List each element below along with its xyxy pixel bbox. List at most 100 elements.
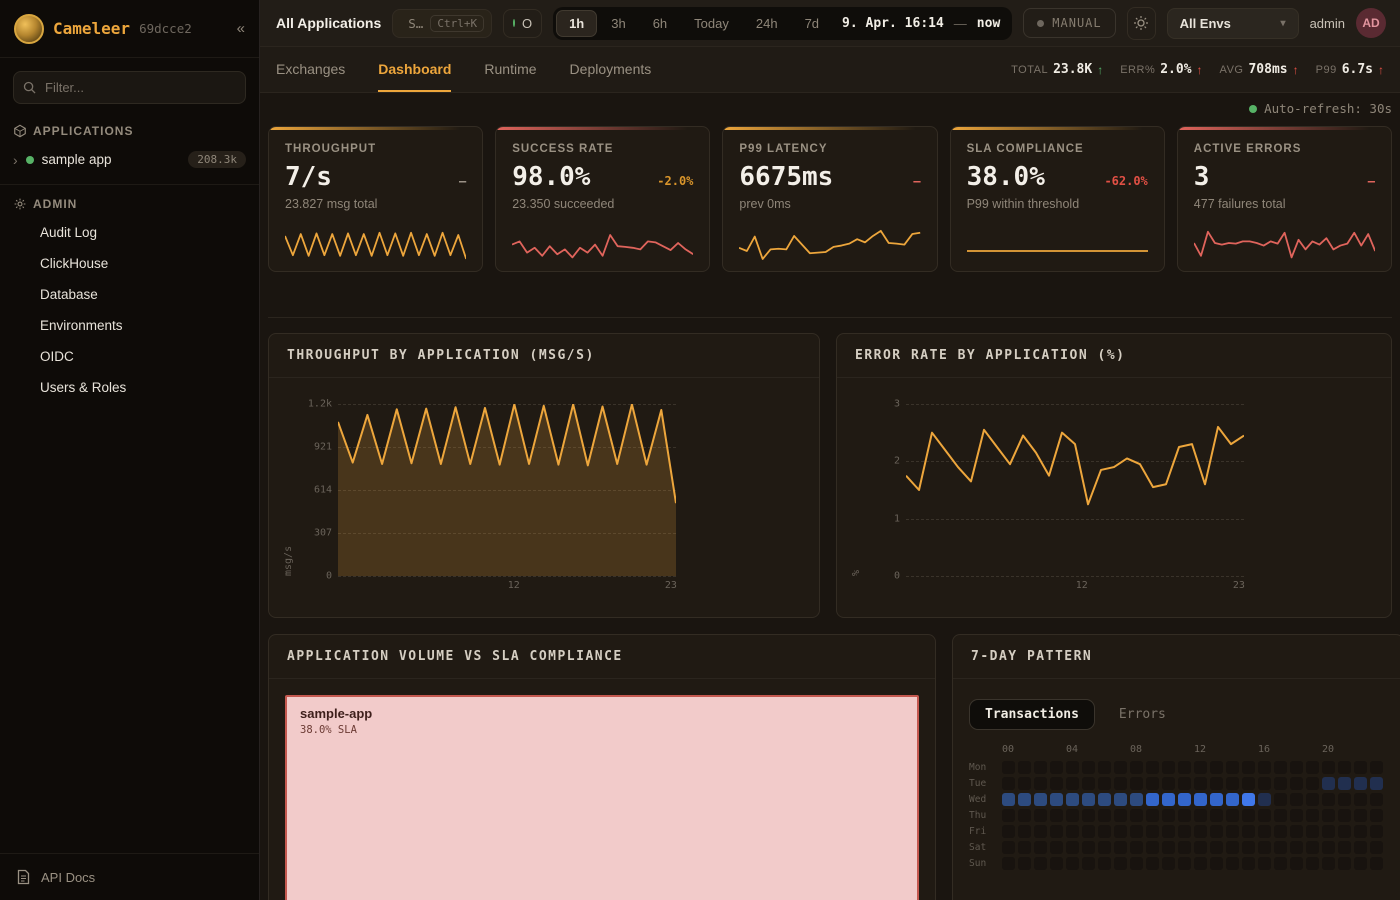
y-tick-label: 1.2k bbox=[307, 398, 332, 410]
range-button-3h[interactable]: 3h bbox=[611, 15, 626, 31]
date-range-to[interactable]: now bbox=[976, 15, 1001, 31]
heatmap-cell bbox=[1274, 777, 1287, 790]
heatmap-hour-label bbox=[1210, 744, 1223, 758]
sidebar-item-database[interactable]: Database bbox=[40, 287, 98, 302]
sidebar-item-users-roles[interactable]: Users & Roles bbox=[40, 380, 127, 395]
sidebar-item-sample-app[interactable]: › sample app 208.3k bbox=[0, 144, 259, 175]
auto-refresh-label: Auto-refresh: 30s bbox=[1264, 101, 1392, 116]
filter-container bbox=[13, 71, 246, 104]
connection-status-button[interactable]: O bbox=[502, 8, 543, 38]
heatmap-day-label: Wed bbox=[969, 794, 987, 805]
sidebar-item-environments[interactable]: Environments bbox=[40, 318, 123, 333]
sidebar-item-api-docs[interactable]: API Docs bbox=[0, 853, 259, 900]
kpi-value-row: 98.0% -2.0% bbox=[512, 162, 693, 192]
stat-avg: AVG 708ms ↑ bbox=[1220, 62, 1299, 77]
error-rate-plot bbox=[906, 404, 1244, 577]
kpi-label: THROUGHPUT bbox=[285, 143, 377, 155]
treemap-cell-sample-app[interactable]: sample-app 38.0% SLA bbox=[285, 695, 919, 900]
heatmap-cell bbox=[1242, 825, 1255, 838]
kpi-label: ACTIVE ERRORS bbox=[1193, 143, 1302, 155]
heatmap-cell bbox=[1018, 777, 1031, 790]
heatmap-cell bbox=[1210, 777, 1223, 790]
sidebar-item-audit-log[interactable]: Audit Log bbox=[40, 225, 98, 240]
heatmap-cell bbox=[1306, 857, 1319, 870]
tab-runtime[interactable]: Runtime bbox=[484, 60, 537, 77]
heatmap-cell bbox=[1274, 825, 1287, 838]
range-button-today[interactable]: Today bbox=[694, 15, 729, 31]
heatmap-cell bbox=[1354, 825, 1367, 838]
gridline bbox=[906, 461, 1244, 463]
error-rate-chart-body: % 3 2 1 0 12 23 bbox=[837, 378, 1391, 617]
error-rate-x-axis: 12 23 bbox=[906, 580, 1245, 598]
seven-day-pattern-card: 7-DAY PATTERN Transactions Errors 00 04 08 1… bbox=[952, 634, 1400, 900]
heatmap-cell bbox=[1082, 841, 1095, 854]
date-range-from[interactable]: 9. Apr. 16:14 bbox=[842, 15, 944, 31]
sidebar-item-oidc[interactable]: OIDC bbox=[40, 349, 74, 364]
y-tick-label: 307 bbox=[313, 527, 332, 539]
filter-input[interactable] bbox=[13, 71, 246, 104]
heatmap-cell bbox=[1242, 777, 1255, 790]
error-rate-y-axis-unit: % bbox=[851, 569, 862, 576]
avatar[interactable]: AD bbox=[1356, 8, 1386, 38]
sidebar-item-clickhouse[interactable]: ClickHouse bbox=[40, 256, 109, 271]
tab-deployments[interactable]: Deployments bbox=[569, 60, 652, 77]
heatmap-hour-label bbox=[1242, 744, 1255, 758]
kpi-delta: -62.0% bbox=[1104, 174, 1148, 188]
manual-status-dot bbox=[1037, 19, 1045, 27]
gridline bbox=[338, 490, 676, 491]
throughput-chart-title: THROUGHPUT BY APPLICATION (MSG/S) bbox=[269, 334, 819, 378]
heatmap-cell bbox=[1290, 841, 1303, 854]
range-button-24h[interactable]: 24h bbox=[755, 15, 778, 31]
pattern-toggle-errors[interactable]: Errors bbox=[1118, 707, 1166, 722]
stat-label: TOTAL bbox=[1011, 63, 1049, 76]
heatmap-cell bbox=[1018, 841, 1031, 854]
kpi-subtitle: 23.827 msg total bbox=[285, 197, 378, 211]
environment-select-value: All Envs bbox=[1179, 15, 1231, 31]
heatmap-cell bbox=[1082, 761, 1095, 774]
theme-toggle-button[interactable] bbox=[1126, 6, 1156, 40]
range-button-1h[interactable]: 1h bbox=[556, 9, 598, 37]
range-button-7d[interactable]: 7d bbox=[804, 15, 820, 31]
heatmap-cell bbox=[1242, 809, 1255, 822]
kpi-sparkline bbox=[285, 224, 466, 262]
stat-total: TOTAL 23.8K ↑ bbox=[1011, 62, 1103, 77]
kpi-card-accent-bar bbox=[1177, 127, 1391, 130]
pattern-toggle-transactions[interactable]: Transactions bbox=[969, 699, 1095, 730]
chevron-right-icon[interactable]: › bbox=[13, 151, 18, 168]
global-search[interactable]: S… Ctrl+K bbox=[392, 8, 492, 38]
heatmap-cell bbox=[1258, 761, 1271, 774]
heatmap-cell bbox=[1050, 841, 1063, 854]
sidebar-collapse-button[interactable]: « bbox=[236, 20, 245, 37]
heatmap-cell bbox=[1130, 809, 1143, 822]
heatmap-day-label: Sun bbox=[969, 858, 987, 869]
heatmap-hour-label bbox=[1146, 744, 1159, 758]
stat-value: 6.7s bbox=[1341, 62, 1373, 77]
seven-day-pattern-body: Transactions Errors 00 04 08 12 16 20 Mon Tue Wed… bbox=[953, 679, 1400, 900]
heatmap-cell bbox=[1338, 857, 1351, 870]
heatmap-cell bbox=[1146, 777, 1159, 790]
tab-dashboard[interactable]: Dashboard bbox=[378, 47, 452, 92]
time-controls: 1h 3h 6h Today 24h 7d 9. Apr. 16:14 — now bbox=[553, 6, 1013, 40]
range-button-6h[interactable]: 6h bbox=[652, 15, 668, 31]
heatmap-cell bbox=[1098, 857, 1111, 870]
heatmap-hour-label bbox=[1354, 744, 1367, 758]
manual-refresh-button[interactable]: MANUAL bbox=[1023, 8, 1116, 38]
heatmap-cell bbox=[1354, 761, 1367, 774]
environment-select[interactable]: All Envs ▾ bbox=[1166, 7, 1299, 39]
heatmap-cell bbox=[1114, 793, 1127, 806]
heatmap-cell bbox=[1162, 841, 1175, 854]
heatmap-cell bbox=[1018, 793, 1031, 806]
sidebar-divider bbox=[0, 184, 259, 185]
heatmap-cell bbox=[1034, 793, 1047, 806]
throughput-chart-body: msg/s 1.2k 921 614 307 0 12 23 bbox=[269, 378, 819, 617]
heatmap-cell bbox=[1194, 809, 1207, 822]
tab-exchanges[interactable]: Exchanges bbox=[276, 60, 346, 77]
heatmap-cell bbox=[1098, 777, 1111, 790]
auto-refresh-dot bbox=[1249, 104, 1258, 113]
heatmap-cell bbox=[1306, 777, 1319, 790]
heatmap-cell bbox=[1194, 841, 1207, 854]
kpi-card-accent-bar bbox=[950, 127, 1164, 130]
heatmap-hour-label: 04 bbox=[1066, 744, 1079, 755]
heatmap-cell bbox=[1194, 857, 1207, 870]
kpi-card-body: P99 LATENCY 6675ms – prev 0ms bbox=[723, 130, 936, 219]
